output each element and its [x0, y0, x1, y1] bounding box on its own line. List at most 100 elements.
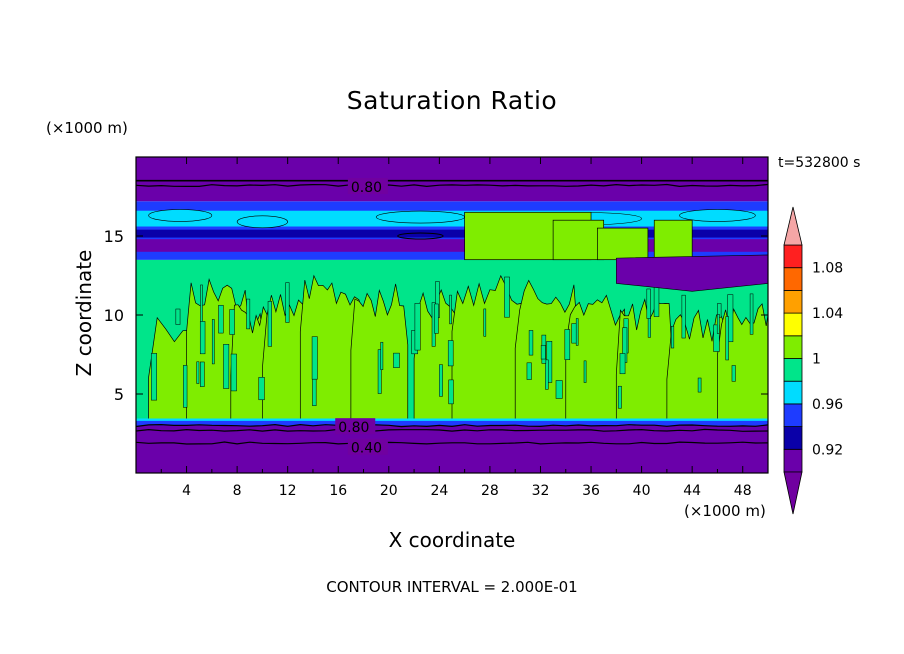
- green-streak-24: [749, 293, 754, 335]
- green-streak-16: [647, 316, 651, 338]
- plot-area: 0.80 0.80 0.40: [136, 157, 768, 473]
- cyan-blob-4: [679, 209, 756, 222]
- colorbar-tick-label: 1: [812, 352, 821, 368]
- green-streak-31: [504, 276, 510, 318]
- dark-ellipse: [397, 232, 444, 240]
- chart-title: Saturation Ratio: [346, 86, 558, 115]
- green-streak-4: [312, 378, 317, 407]
- green-streak-48: [617, 385, 622, 409]
- colorbar-swatch: [783, 358, 803, 382]
- green-streak-50: [175, 308, 181, 325]
- cyan-blob-0: [148, 209, 213, 222]
- colorbar-swatch: [783, 267, 803, 291]
- cyan-blob-1: [236, 215, 288, 229]
- colorbar-swatch: [783, 426, 803, 450]
- x-tick-label: 32: [532, 483, 550, 499]
- x-tick-label: 44: [683, 483, 701, 499]
- green-streak-40: [671, 325, 675, 349]
- green-streak-17: [200, 361, 205, 387]
- green-streak-53: [731, 365, 736, 382]
- x-tick-label: 20: [380, 483, 398, 499]
- contour-label-bg-2: [347, 438, 388, 455]
- green-streak-44: [211, 319, 215, 365]
- colorbar: 0.92 0.96 1 1.04 1.08: [783, 206, 843, 515]
- green-streak-42: [196, 361, 200, 384]
- cyan-strip-low: [136, 418, 768, 422]
- upper-lime-3: [653, 219, 693, 261]
- green-streak-3: [713, 324, 720, 352]
- green-streak-12: [725, 316, 729, 361]
- colorbar-swatch: [783, 244, 803, 269]
- y-axis-unit-label: (×1000 m): [46, 119, 128, 137]
- green-streak-1: [528, 330, 534, 356]
- green-streak-33: [229, 309, 235, 335]
- x-tick-label: 16: [329, 483, 347, 499]
- x-tick-label: 48: [734, 483, 752, 499]
- green-streak-57: [439, 364, 443, 397]
- contour-interval-note: CONTOUR INTERVAL = 2.000E-01: [326, 578, 578, 596]
- y-tick-label: 5: [114, 385, 124, 404]
- contour-label: 0.80: [338, 420, 369, 436]
- time-label: t=532800 s: [778, 155, 861, 171]
- green-streak-22: [526, 362, 532, 380]
- contour-label-bg-1: [335, 418, 376, 435]
- y-tick-label: 15: [104, 227, 124, 246]
- colorbar-swatch: [783, 335, 803, 359]
- green-streak-29: [246, 298, 251, 330]
- colorbar-tick-label: 1.08: [812, 261, 843, 277]
- x-tick-label: 12: [279, 483, 297, 499]
- upper-band-2: [136, 229, 768, 238]
- x-tick-label: 40: [633, 483, 651, 499]
- green-streak-28: [583, 360, 587, 383]
- x-tick-label: 24: [430, 483, 448, 499]
- green-streak-59: [646, 288, 651, 319]
- contour-line-1: [136, 423, 768, 428]
- green-streak-27: [564, 329, 571, 360]
- contour-label: 0.80: [351, 180, 382, 196]
- colorbar-tick-label: 0.96: [812, 397, 843, 413]
- upper-lime-1: [552, 219, 605, 261]
- colorbar-swatch: [783, 448, 803, 473]
- green-streak-21: [218, 304, 224, 334]
- colorbar-tick-label: 1.04: [812, 306, 843, 322]
- x-tick-label: 36: [582, 483, 600, 499]
- green-streak-18: [448, 379, 454, 405]
- green-streak-14: [311, 336, 318, 380]
- cyan-blob-2: [375, 210, 465, 224]
- upper-band-4: [136, 251, 768, 260]
- green-streak-56: [681, 294, 686, 339]
- layer-band-3: [136, 157, 768, 202]
- green-streak-51: [716, 314, 720, 334]
- y-tick-label: 10: [104, 306, 124, 325]
- green-streak-37: [414, 303, 421, 351]
- x-axis-unit-label: (×1000 m): [684, 502, 766, 520]
- green-streak-39: [183, 365, 188, 408]
- green-streak-43: [258, 377, 265, 401]
- green-streak-58: [434, 303, 439, 334]
- green-streak-10: [200, 284, 203, 324]
- colorbar-swatch: [783, 312, 803, 337]
- green-streak-25: [267, 301, 272, 347]
- colorbar-swatch: [783, 380, 803, 405]
- blue-strip-low: [136, 420, 768, 426]
- contour-line-0: [136, 183, 768, 188]
- green-streak-41: [199, 321, 206, 355]
- green-streak-46: [230, 353, 237, 392]
- green-streak-45: [575, 318, 579, 346]
- green-streak-30: [151, 353, 157, 401]
- green-streak-13: [223, 344, 230, 389]
- x-tick-label: 28: [481, 483, 499, 499]
- green-streak-0: [447, 340, 454, 367]
- green-streak-55: [540, 345, 546, 360]
- contour-line-3: [136, 441, 768, 445]
- green-streak-6: [377, 349, 382, 394]
- green-streak-36: [393, 352, 400, 368]
- x-tick-label: 8: [233, 483, 242, 499]
- colorbar-over-arrow: [783, 206, 803, 246]
- contour-label-bg-0: [347, 178, 388, 195]
- contour-line-2: [136, 428, 768, 432]
- green-streak-35: [555, 380, 563, 399]
- green-streak-38: [619, 353, 626, 375]
